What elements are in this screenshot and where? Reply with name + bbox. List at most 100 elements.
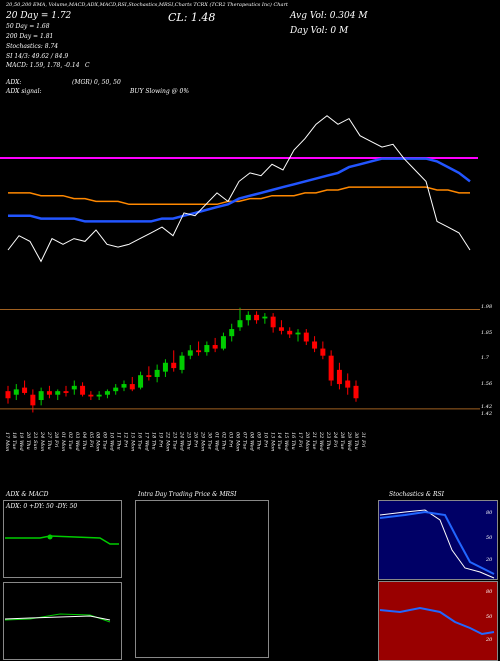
price-label-5: 1.42 [481,404,493,410]
date-label: 24 Mon [39,431,45,451]
date-label: 02 Thu [220,432,226,450]
date-label: 28 Tue [339,431,345,450]
date-label: 13 Mon [269,432,275,451]
candle-body [278,327,284,331]
candle-body [38,391,44,401]
date-label: 03 Wed [74,432,80,451]
candle-body [245,314,251,321]
candle-body [55,391,61,395]
c-label: C [85,62,90,69]
candle-body [154,369,160,377]
ema20-line [8,157,471,223]
date-label: 22 Wed [318,431,324,451]
si-readout: SI 14/3: 49.62 / 84.9 [6,53,69,60]
candle-body [212,345,218,349]
candle-body [229,329,235,337]
date-label: 14 Tue [276,432,282,450]
date-label: 20 Thu [25,431,31,450]
day-volume: Day Vol: 0 M [290,26,349,36]
date-label: 16 Tue [137,432,143,450]
candle-body [96,394,102,397]
stoch-tick-80: 80 [486,510,493,516]
date-label: 28 Fri [53,431,59,448]
ema200-readout: 200 Day = 1.81 [6,33,54,40]
date-label: 24 Wed [179,431,185,451]
date-label: 20 Mon [304,431,310,451]
candle-body [88,394,94,397]
date-label: 07 Tue [241,432,247,450]
date-label: 19 Fri [158,432,164,448]
candle-body [129,384,135,390]
date-label: 30 Thu [353,432,359,450]
candle-body [63,391,69,393]
candle-body [328,355,334,381]
intraday-panel-title: Intra Day Trading Price & MRSI [138,491,237,498]
date-label: 05 Fri [88,432,94,448]
date-label: 15 Mon [130,432,136,451]
macd-readout: MACD: 1.59, 1.78, -0.14 [6,62,80,69]
date-label: 01 Wed [213,432,219,451]
mgr-readout: (MGR) 0, 50, 50 [72,79,121,86]
price-label-2: 1.85 [481,330,493,336]
date-label: 10 Fri [262,432,268,448]
date-label: 23 Sun [32,431,38,450]
candle-body [71,385,77,390]
candle-body [187,350,193,356]
rsi-tick-50: 50 [486,614,493,620]
candle-body [80,385,86,395]
price-lines [0,309,480,410]
date-label: 04 Thu [81,432,87,450]
date-label: 15 Wed [283,432,289,451]
candle-body [287,330,293,335]
date-label: 02 Tue [67,432,73,450]
date-axis: 17 Mon 18 Tue 19 Wed 20 Thu 23 Sun 24 Mon 27 T… [4,431,366,451]
stochastics-panel [378,500,498,580]
candle-body [254,314,260,321]
adx-signal-label: ADX signal: [6,88,42,95]
price-label-4: 1.56 [481,381,493,387]
adx-panel-title: ADX & MACD [6,491,49,498]
rsi-tick-20: 20 [486,637,493,643]
date-label: 22 Mon [165,431,171,451]
stoch-tick-20: 20 [486,557,493,563]
date-label: 21 Tue [311,431,317,450]
candle-body [138,375,144,388]
date-label: 10 Wed [109,432,115,451]
avg-volume: Avg Vol: 0.304 M [290,11,368,21]
stochastics-readout: Stochastics: 8.74 [6,43,59,50]
date-label: 27 Thu [46,431,52,450]
close-price: CL: 1.48 [168,11,216,24]
candle-body [196,350,202,353]
date-label: 16 Thu [290,432,296,450]
rsi-tick-80: 80 [486,589,493,595]
candle-body [13,389,19,395]
date-label: 29 Wed [346,431,352,451]
candle-body [104,391,110,395]
date-label: 11 Thu [116,432,122,450]
price-label-6: 1.42 [481,411,493,417]
adx-panel: ADX: 0 +DY: 50 -DY: 50 [3,500,122,578]
date-label: 12 Fri [123,432,129,448]
date-label: 31 Fri [360,432,366,448]
candle-body [220,336,226,349]
price-label-1: 1.98 [481,304,493,310]
candle-body [171,362,177,369]
adx-label: ADX: [6,79,22,86]
rsi-panel [378,581,498,661]
candle-body [320,348,326,356]
candle-body [5,391,11,399]
date-label: 25 Thu [186,431,192,450]
candle-body [22,387,28,393]
date-label: 17 Fri [297,432,303,448]
candle-body [262,316,268,319]
intraday-panel [135,500,269,658]
buy-slowing: BUY Slowing @ 0% [130,88,190,95]
candle-body [204,345,210,353]
price-chart: 17 Mon 18 Tue 19 Wed 20 Thu 23 Sun 24 Mon 27 T… [0,115,480,451]
date-label: 08 Mon [95,432,101,451]
candle-body [146,375,152,377]
stoch-tick-50: 50 [486,535,493,541]
candle-body [312,341,318,349]
candle-body [303,332,309,342]
ema-layer [0,115,478,263]
